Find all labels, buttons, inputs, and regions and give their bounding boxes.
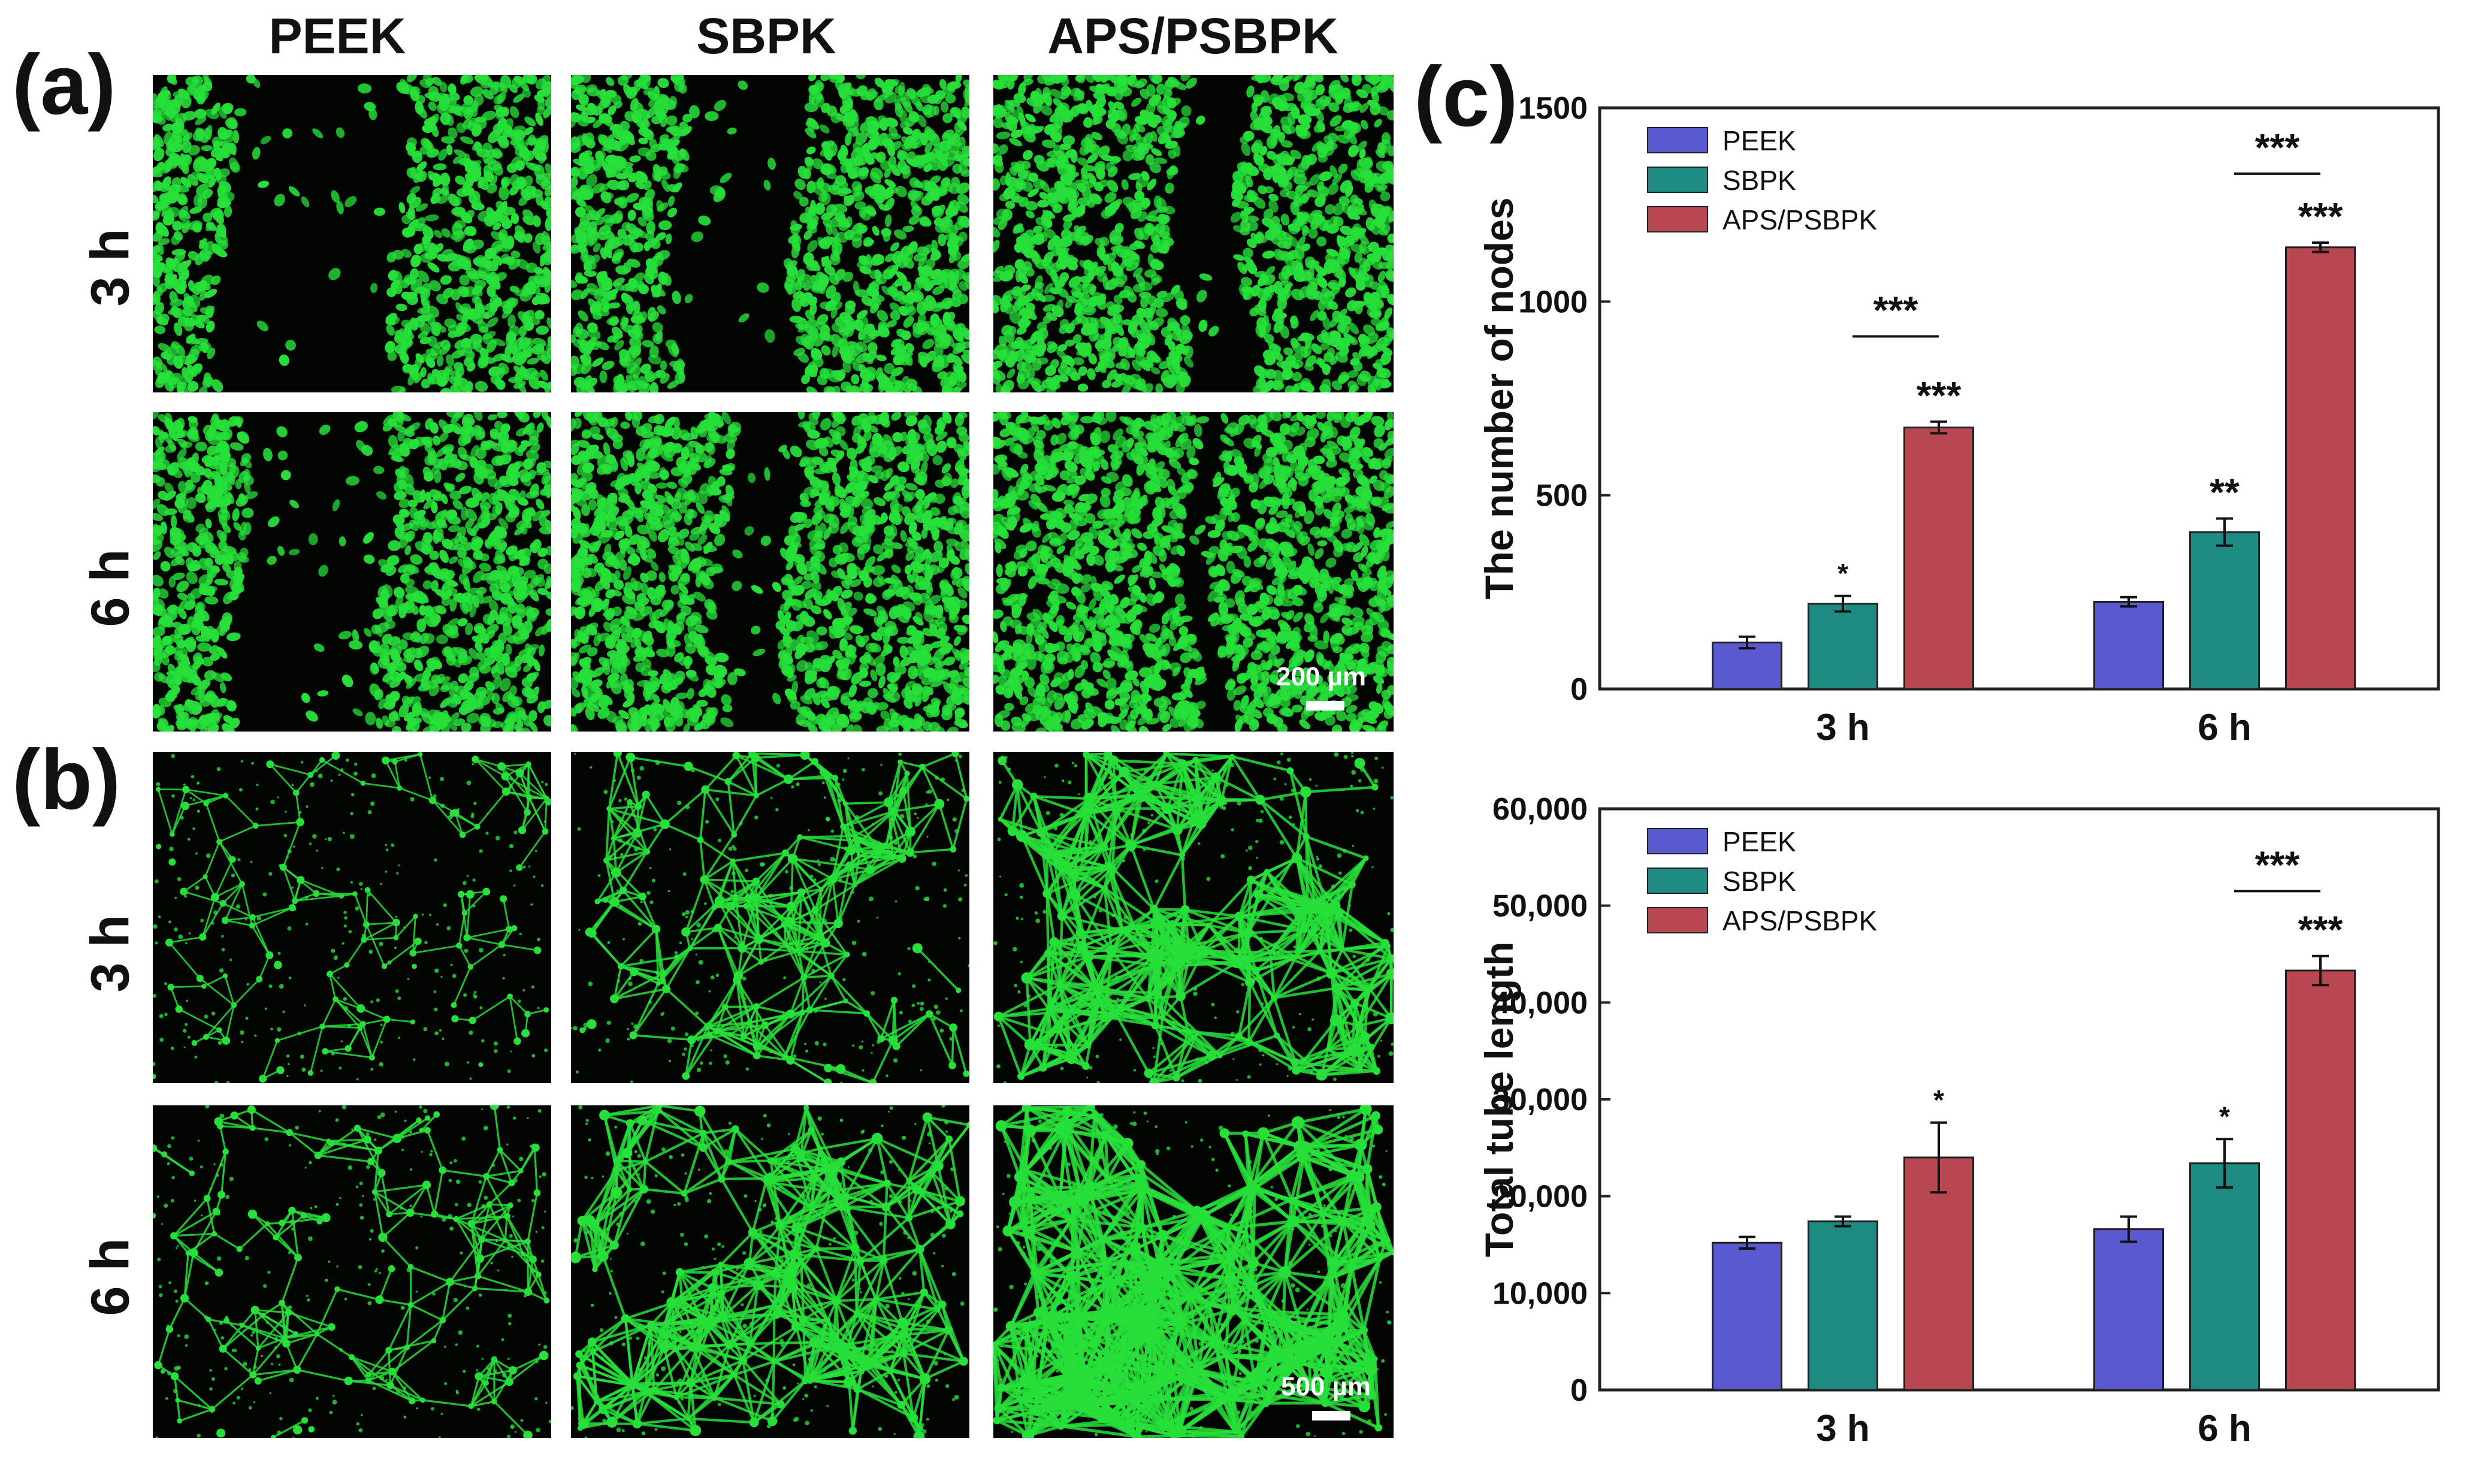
legend-label: SBPK [1722,165,1796,196]
row-header-a-3h: 3 h [80,228,141,307]
micrograph-a-sbpk-6h [571,412,969,732]
legend-swatch [1647,127,1708,153]
micrograph-b-sbpk-6h [571,1105,969,1438]
scalebar-a-label: 200 µm [1276,662,1367,691]
y-tick-label: 30,000 [1492,1083,1588,1117]
y-tick-label: 50,000 [1492,889,1588,924]
significance-label: * [2219,1101,2230,1132]
x-tick-label: 6 h [2198,707,2252,748]
y-axis-label: Total tube length [1477,942,1521,1258]
significance-label: *** [2298,908,2343,951]
bracket-label: *** [2255,843,2300,886]
y-tick-label: 0 [1570,1373,1588,1408]
y-tick-label: 40,000 [1492,986,1588,1020]
y-tick-label: 0 [1570,672,1588,707]
significance-label: *** [2298,195,2343,238]
micrograph-b-aps-psbpk-3h [993,752,1394,1083]
legend-swatch [1647,907,1708,933]
y-tick-label: 500 [1536,479,1588,513]
x-tick-label: 3 h [1816,1408,1870,1449]
legend-swatch [1647,206,1708,232]
y-axis-label: The number of nodes [1477,197,1521,599]
micrograph-b-aps-psbpk-6h [993,1105,1394,1438]
x-tick-label: 6 h [2198,1408,2252,1449]
legend-label: SBPK [1722,866,1796,897]
scalebar-b-bar [1312,1411,1350,1420]
panel-label-a: (a) [12,37,116,132]
micrograph-b-sbpk-3h [571,752,969,1083]
bar-sbpk [2189,1162,2260,1391]
chart-tube-length: 0 10,000 20,000 30,000 40,000 50,000 60,000 Tot… [1477,792,2440,1449]
legend-label: APS/PSBPK [1722,204,1878,235]
bracket-label: *** [1873,289,1918,332]
column-header-aps-psbpk: APS/PSBPK [1047,8,1338,64]
y-tick-label: 60,000 [1492,792,1588,827]
micrograph-a-peek-3h [153,75,551,392]
bar-sbpk [1808,1220,1878,1391]
bar-peek [2093,1228,2164,1391]
legend-label: PEEK [1722,826,1796,857]
row-header-a-6h: 6 h [80,549,141,627]
micrograph-a-aps-psbpk-6h [993,412,1394,732]
bar-peek [1712,641,1782,690]
y-tick-label: 1500 [1518,91,1588,126]
significance-label: ** [2210,470,2240,513]
bracket-label: *** [2255,126,2300,169]
scalebar-a-bar [1306,701,1344,711]
micrograph-b-peek-3h [153,752,551,1083]
legend-swatch [1647,868,1708,894]
x-tick-label: 3 h [1816,707,1870,748]
legend-label: APS/PSBPK [1722,905,1878,936]
significance-label: * [1838,558,1848,589]
column-header-peek: PEEK [268,8,406,64]
bar-sbpk [2189,531,2260,690]
panel-label-b: (b) [12,732,121,827]
micrograph-b-peek-6h [153,1105,551,1438]
significance-label: * [1933,1084,1944,1116]
legend-label: PEEK [1722,125,1796,156]
plot-frame [1598,106,2440,691]
y-tick-label: 20,000 [1492,1180,1588,1214]
micrograph-a-peek-6h [153,412,551,732]
panel-label-c: (c) [1414,49,1518,144]
bar-aps-psbpk [1903,427,1974,690]
significance-label: *** [1917,374,1962,417]
legend-swatch [1647,167,1708,193]
bar-aps-psbpk [2285,969,2356,1391]
bar-peek [1712,1241,1782,1391]
micrograph-a-sbpk-3h [571,75,969,392]
y-tick-label: 1000 [1518,285,1588,319]
y-tick-label: 10,000 [1492,1276,1588,1311]
legend-swatch [1647,828,1708,854]
column-header-sbpk: SBPK [696,8,836,64]
bar-aps-psbpk [2285,246,2356,690]
bar-peek [2093,601,2164,690]
row-header-b-3h: 3 h [80,914,141,993]
micrograph-a-aps-psbpk-3h [993,75,1394,392]
scalebar-b-label: 500 µm [1281,1372,1371,1401]
bar-sbpk [1808,603,1878,690]
row-header-b-6h: 6 h [80,1238,141,1316]
